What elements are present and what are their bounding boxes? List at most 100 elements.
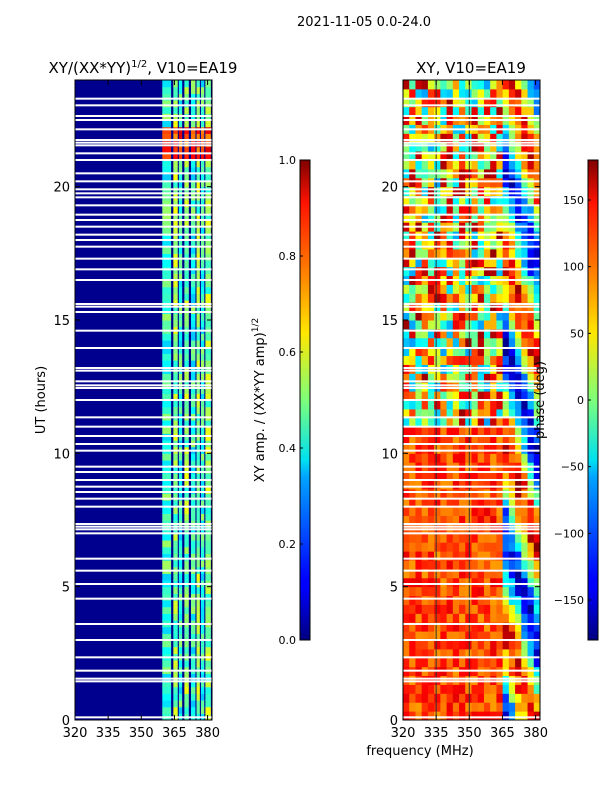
phase-heatmap-cell	[465, 595, 472, 605]
phase-heatmap-cell	[452, 577, 460, 588]
phase-heatmap-cell	[483, 204, 491, 214]
phase-heatmap-cell	[446, 631, 454, 641]
phase-heatmap-cell	[483, 231, 491, 241]
phase-heatmap-cell	[446, 320, 454, 330]
phase-heatmap-cell	[533, 266, 540, 277]
phase-heatmap-cell	[502, 551, 510, 561]
amplitude-heatmap-cell	[196, 553, 200, 561]
phase-heatmap-cell	[421, 80, 429, 90]
amplitude-heatmap-cell	[184, 106, 189, 114]
phase-heatmap-cell	[459, 311, 466, 321]
amplitude-heatmap-cell	[184, 286, 189, 294]
phase-heatmap-cell	[465, 657, 472, 668]
phase-heatmap-cell	[465, 364, 472, 374]
amplitude-heatmap-cell	[191, 240, 196, 248]
amplitude-heatmap-cell	[178, 333, 183, 341]
phase-heatmap-cell	[415, 142, 423, 152]
phase-heatmap-cell	[533, 106, 540, 117]
amplitude-heatmap-cell	[196, 540, 200, 548]
amplitude-heatmap-cell	[191, 346, 196, 354]
amplitude-heatmap-cell	[196, 346, 200, 354]
amplitude-heatmap-cell	[196, 80, 200, 88]
amplitude-heatmap-cell	[178, 166, 183, 174]
phase-heatmap-cell	[403, 257, 410, 268]
phase-heatmap-cell	[440, 577, 448, 588]
phase-heatmap-cell	[427, 195, 435, 205]
phase-heatmap-cell	[502, 328, 510, 339]
phase-heatmap-cell	[508, 444, 516, 454]
phase-heatmap-cell	[427, 328, 435, 339]
phase-heatmap-cell	[496, 435, 504, 445]
phase-heatmap-cell	[490, 160, 497, 170]
phase-heatmap-cell	[483, 177, 491, 188]
phase-heatmap-cell	[465, 231, 472, 241]
phase-heatmap-cell	[452, 595, 460, 605]
phase-heatmap-cell	[521, 186, 529, 197]
amplitude-heatmap-cell	[173, 486, 178, 494]
amplitude-colorbar-tick-label: 0.8	[279, 250, 297, 263]
amplitude-heatmap-cell	[200, 100, 205, 108]
phase-heatmap-cell	[496, 586, 504, 597]
phase-heatmap-cell	[409, 622, 416, 632]
amplitude-heatmap-cell	[191, 86, 196, 94]
phase-heatmap-cell	[452, 160, 460, 170]
phase-flagged-row	[403, 639, 540, 641]
amplitude-heatmap-cell	[205, 93, 211, 101]
phase-heatmap-cell	[496, 506, 504, 517]
amplitude-heatmap-cell	[184, 500, 189, 508]
phase-heatmap-cell	[521, 80, 529, 90]
phase-heatmap-cell	[465, 622, 472, 632]
amplitude-heatmap-cell	[184, 100, 189, 108]
phase-heatmap-cell	[440, 586, 448, 597]
phase-heatmap-cell	[490, 195, 497, 205]
amplitude-heatmap-cell	[178, 420, 183, 428]
amplitude-heatmap-cell	[200, 633, 205, 641]
amplitude-heatmap-cell	[200, 693, 205, 701]
phase-heatmap-cell	[409, 488, 416, 499]
phase-heatmap-cell	[403, 204, 410, 214]
phase-heatmap-cell	[515, 648, 522, 659]
phase-heatmap-cell	[533, 480, 540, 490]
phase-heatmap-cell	[459, 266, 466, 277]
phase-heatmap-cell	[515, 195, 522, 205]
phase-heatmap-cell	[508, 373, 516, 383]
phase-colorbar-tick-label: 0	[577, 394, 584, 407]
phase-heatmap-cell	[452, 80, 460, 90]
phase-heatmap-cell	[465, 186, 472, 197]
amplitude-heatmap-cell	[178, 673, 183, 681]
phase-heatmap-cell	[490, 702, 497, 712]
amplitude-heatmap-cell	[173, 153, 178, 161]
phase-heatmap-cell	[477, 515, 485, 525]
phase-heatmap-cell	[471, 186, 479, 197]
phase-heatmap-cell	[527, 186, 535, 197]
phase-heatmap-cell	[434, 106, 441, 117]
amplitude-heatmap-cell	[184, 233, 189, 241]
phase-heatmap-cell	[427, 160, 435, 170]
phase-heatmap-cell	[508, 640, 516, 650]
amplitude-heatmap-cell	[173, 306, 178, 314]
phase-heatmap-cell	[415, 355, 423, 365]
amplitude-heatmap-cell	[196, 606, 200, 614]
amplitude-heatmap-cell	[178, 260, 183, 268]
phase-heatmap-cell	[508, 160, 516, 170]
amplitude-flagged-row	[75, 523, 212, 525]
phase-heatmap-cell	[403, 453, 410, 463]
amplitude-heatmap-cell	[184, 280, 189, 288]
amplitude-heatmap-cell	[184, 373, 189, 381]
phase-heatmap-cell	[502, 640, 510, 650]
amplitude-heatmap-cell	[191, 120, 196, 128]
amplitude-heatmap-cell	[191, 540, 196, 548]
phase-heatmap-cell	[490, 80, 497, 90]
amplitude-heatmap-cell	[196, 706, 200, 714]
phase-heatmap-cell	[502, 657, 510, 668]
phase-heatmap-cell	[421, 391, 429, 401]
phase-heatmap-cell	[515, 311, 522, 321]
amplitude-heatmap-cell	[173, 246, 178, 254]
phase-heatmap-cell	[452, 248, 460, 259]
phase-heatmap-cell	[527, 435, 535, 445]
phase-heatmap-cell	[434, 586, 441, 597]
amplitude-heatmap-cell	[178, 240, 183, 248]
phase-heatmap-cell	[490, 88, 497, 99]
